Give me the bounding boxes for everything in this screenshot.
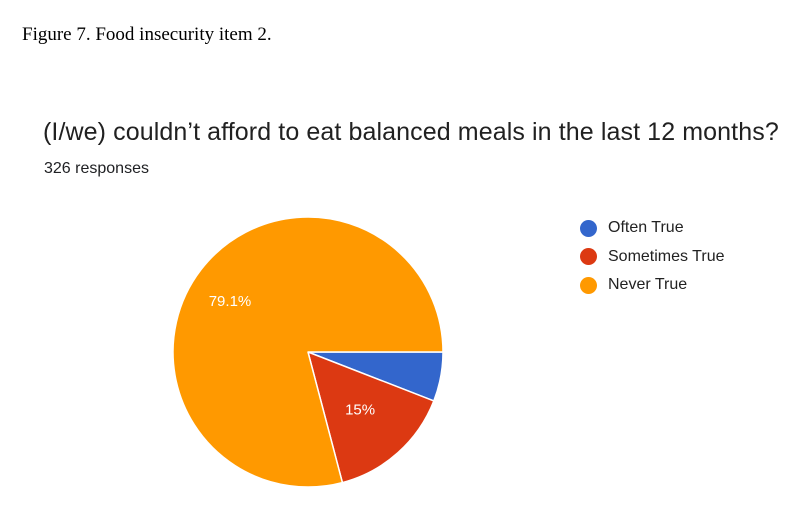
pie-label-never-true: 79.1% bbox=[209, 293, 252, 310]
legend-item-sometimes-true: Sometimes True bbox=[580, 243, 724, 272]
legend-swatch-sometimes-true bbox=[580, 248, 597, 266]
pie-label-sometimes-true: 15% bbox=[345, 401, 375, 418]
figure-caption: Figure 7. Food insecurity item 2. bbox=[22, 24, 272, 45]
legend-swatch-often-true bbox=[580, 219, 597, 237]
pie-slice-never-true bbox=[172, 216, 444, 488]
legend-item-never-true: Never True bbox=[580, 271, 724, 300]
chart-legend: Often True Sometimes True Never True bbox=[580, 214, 724, 300]
pie-slice-sometimes-true bbox=[307, 351, 435, 484]
legend-label-never-true: Never True bbox=[608, 276, 688, 294]
response-count: 326 responses bbox=[44, 160, 149, 177]
legend-label-often-true: Often True bbox=[608, 219, 684, 237]
legend-label-sometimes-true: Sometimes True bbox=[608, 247, 725, 265]
legend-swatch-never-true bbox=[580, 276, 597, 294]
chart-title: (I/we) couldn’t afford to eat balanced m… bbox=[43, 118, 779, 146]
legend-item-often-true: Often True bbox=[580, 214, 724, 243]
